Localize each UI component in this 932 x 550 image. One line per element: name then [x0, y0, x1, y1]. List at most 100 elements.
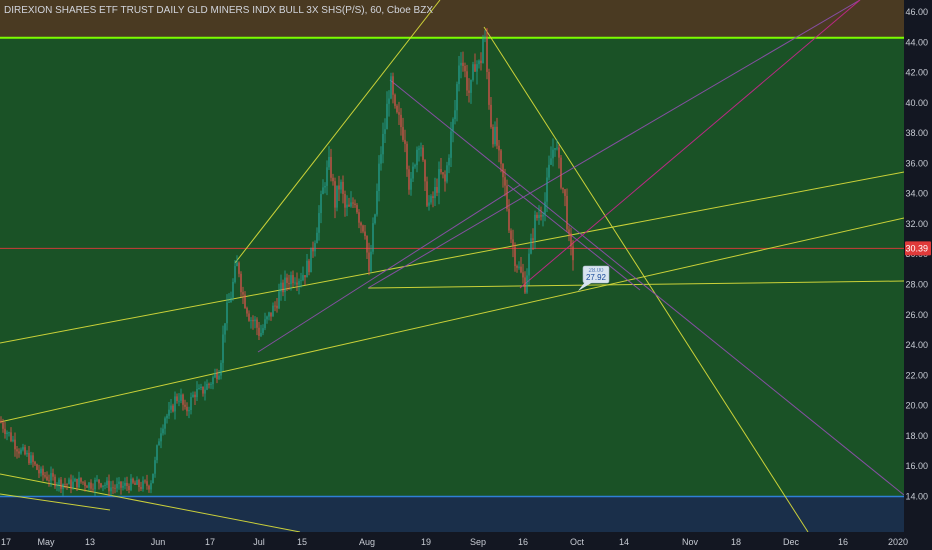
candle-body: [386, 103, 388, 130]
candle-body: [52, 473, 54, 477]
candle-body: [242, 292, 244, 295]
candle-body: [326, 167, 328, 186]
candle-body: [378, 163, 380, 192]
candle-body: [504, 177, 506, 186]
candle-body: [64, 484, 66, 485]
candle-body: [190, 397, 192, 410]
candle-body: [36, 464, 38, 470]
candle-body: [120, 481, 122, 488]
x-tick-label: 17: [1, 537, 11, 547]
candle-body: [430, 196, 432, 203]
candle-body: [256, 319, 258, 328]
candle-body: [450, 131, 452, 158]
x-tick-label: 16: [518, 537, 528, 547]
candle-body: [264, 319, 266, 329]
candle-body: [44, 475, 46, 477]
candle-body: [412, 166, 414, 179]
candle-body: [442, 172, 444, 175]
y-tick-label: 32.00: [905, 219, 928, 229]
candle-body: [356, 205, 358, 213]
candle-body: [244, 294, 246, 309]
y-tick-label: 46.00: [905, 7, 928, 17]
candle-body: [428, 202, 430, 206]
candle-body: [522, 272, 524, 278]
candle-body: [402, 127, 404, 140]
candle-body: [274, 305, 276, 307]
candle-body: [480, 60, 482, 64]
y-tick-label: 22.00: [905, 370, 928, 380]
y-axis-panel: [904, 0, 932, 550]
candle-body: [100, 483, 102, 487]
candle-body: [434, 187, 436, 199]
y-tick-label: 24.00: [905, 340, 928, 350]
candle-body: [528, 253, 530, 276]
trendline-early-descending: [0, 473, 301, 533]
candle-body: [6, 432, 8, 434]
candle-body: [104, 485, 106, 486]
candle-body: [38, 469, 40, 474]
candle-body: [382, 133, 384, 155]
candle-body: [516, 266, 518, 268]
candle-body: [208, 383, 210, 385]
x-tick-label: 16: [838, 537, 848, 547]
trendline-early-descending-2: [0, 493, 111, 511]
candle-body: [54, 476, 56, 487]
x-axis[interactable]: 17 May 13 Jun 17 Jul 15 Aug 19 Sep 16 Oct 14 Nov 18 Dec…: [0, 532, 932, 550]
candle-body: [560, 157, 562, 188]
candle-body: [322, 187, 324, 195]
candle-body: [16, 449, 18, 452]
candle-body: [404, 139, 406, 144]
candle-body: [452, 119, 454, 132]
candle-body: [568, 229, 570, 234]
candle-body: [156, 445, 158, 461]
candle-body: [284, 277, 286, 293]
zone-main: [0, 37, 904, 497]
candle-body: [126, 482, 128, 486]
chart-title: DIREXION SHARES ETF TRUST DAILY GLD MINE…: [4, 5, 434, 16]
candle-body: [440, 169, 442, 173]
zone-bottom: [0, 496, 904, 532]
x-tick-label: Jun: [151, 537, 166, 547]
candle-body: [494, 126, 496, 145]
candle-body: [22, 447, 24, 450]
candle-body: [320, 194, 322, 214]
x-tick-label: Nov: [682, 537, 699, 547]
candle-body: [272, 305, 274, 317]
candle-body: [230, 297, 232, 303]
candle-body: [416, 149, 418, 166]
candle-body: [344, 193, 346, 208]
candle-body: [78, 477, 80, 488]
candle-body: [502, 163, 504, 178]
candle-body: [370, 251, 372, 272]
x-axis-panel: [0, 532, 932, 550]
candle-body: [224, 323, 226, 335]
candle-body: [286, 277, 288, 283]
candle-body: [478, 60, 480, 65]
candle-body: [72, 481, 74, 489]
candle-body: [334, 181, 336, 208]
candle-body: [102, 485, 104, 487]
candle-body: [234, 266, 236, 282]
callout-label: 27.92: [586, 273, 607, 282]
candle-body: [150, 483, 152, 490]
candle-body: [380, 154, 382, 164]
y-axis[interactable]: 46.00 44.00 42.00 40.00 38.00 36.00 34.00 32.00…: [904, 0, 932, 550]
candle-body: [220, 362, 222, 376]
candle-body: [238, 262, 240, 274]
candle-body: [198, 388, 200, 389]
candle-body: [176, 396, 178, 401]
candle-body: [210, 384, 212, 386]
candle-body: [376, 191, 378, 215]
candle-body: [490, 104, 492, 127]
zone-top: [0, 0, 904, 38]
trendline-aug-rising: [367, 0, 861, 289]
candle-body: [410, 178, 412, 190]
candle-body: [10, 432, 12, 441]
y-tick-label: 18.00: [905, 431, 928, 441]
candle-body: [358, 212, 360, 223]
candle-body: [132, 478, 134, 483]
callout-box: [582, 265, 610, 284]
y-tick-label: 36.00: [905, 158, 928, 168]
candle-body: [318, 213, 320, 233]
